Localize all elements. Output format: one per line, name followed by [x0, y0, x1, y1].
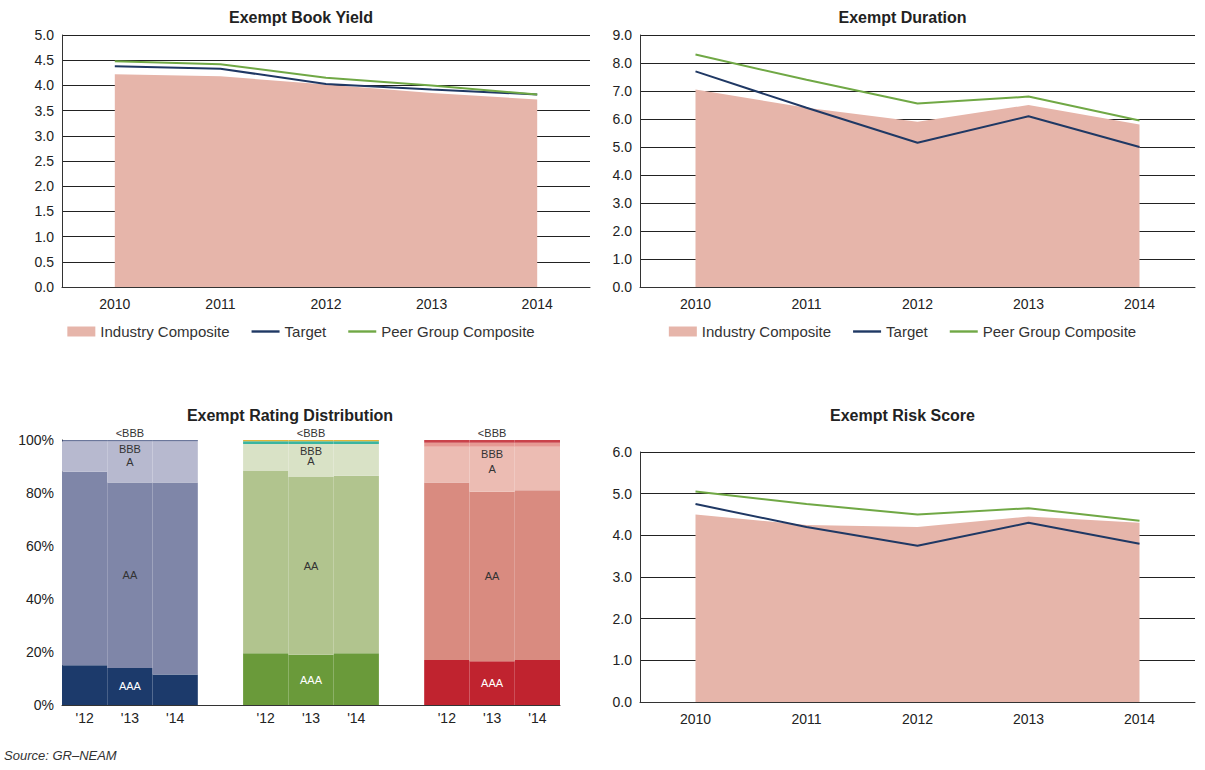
svg-text:2011: 2011	[205, 296, 235, 312]
svg-text:2.0: 2.0	[35, 178, 55, 194]
svg-text:<BBB: <BBB	[297, 427, 325, 439]
svg-text:2013: 2013	[1013, 711, 1044, 727]
svg-text:'12: '12	[257, 710, 275, 726]
svg-text:3.0: 3.0	[35, 128, 55, 144]
svg-text:9.0: 9.0	[613, 27, 633, 43]
svg-text:AA: AA	[123, 569, 138, 581]
svg-text:Exempt Rating Distribution: Exempt Rating Distribution	[187, 407, 393, 424]
svg-text:1.0: 1.0	[613, 251, 633, 267]
svg-text:2014: 2014	[522, 296, 553, 312]
svg-text:8.0: 8.0	[613, 55, 633, 71]
svg-text:BBB: BBB	[300, 445, 322, 457]
svg-text:AAA: AAA	[119, 680, 142, 692]
svg-text:'13: '13	[121, 710, 139, 726]
svg-text:40%: 40%	[26, 591, 54, 607]
svg-text:2014: 2014	[1124, 711, 1155, 727]
svg-text:2010: 2010	[99, 296, 130, 312]
svg-text:1.0: 1.0	[35, 229, 55, 245]
svg-text:0.5: 0.5	[35, 254, 55, 270]
svg-text:2014: 2014	[1124, 296, 1155, 312]
svg-text:A: A	[126, 456, 134, 468]
svg-text:Target: Target	[886, 323, 929, 340]
svg-text:5.0: 5.0	[613, 486, 633, 502]
svg-text:2.0: 2.0	[613, 223, 633, 239]
svg-text:60%: 60%	[26, 538, 54, 554]
svg-text:A: A	[488, 463, 496, 475]
svg-text:AA: AA	[485, 570, 500, 582]
svg-text:Peer Group Composite: Peer Group Composite	[983, 323, 1136, 340]
svg-text:'14: '14	[347, 710, 365, 726]
svg-text:5.0: 5.0	[613, 139, 633, 155]
svg-text:4.0: 4.0	[613, 167, 633, 183]
svg-text:0.0: 0.0	[613, 279, 633, 295]
svg-text:'13: '13	[302, 710, 320, 726]
svg-text:6.0: 6.0	[613, 111, 633, 127]
svg-text:4.0: 4.0	[613, 527, 633, 543]
svg-text:2010: 2010	[680, 711, 711, 727]
svg-text:'12: '12	[76, 710, 94, 726]
svg-text:2.0: 2.0	[613, 611, 633, 627]
svg-text:3.0: 3.0	[613, 195, 633, 211]
svg-text:'14: '14	[166, 710, 184, 726]
svg-text:0%: 0%	[34, 697, 54, 713]
svg-text:Exempt Risk Score: Exempt Risk Score	[830, 407, 975, 424]
svg-text:BBB: BBB	[119, 443, 141, 455]
svg-text:20%: 20%	[26, 644, 54, 660]
svg-text:100%: 100%	[18, 432, 54, 448]
svg-text:2011: 2011	[791, 296, 821, 312]
svg-text:'13: '13	[483, 710, 501, 726]
svg-text:3.0: 3.0	[613, 569, 633, 585]
svg-text:AAA: AAA	[300, 674, 323, 686]
svg-text:BBB: BBB	[481, 448, 503, 460]
svg-text:2011: 2011	[791, 711, 821, 727]
svg-text:3.5: 3.5	[35, 103, 55, 119]
svg-text:5.0: 5.0	[35, 27, 55, 43]
svg-text:A: A	[307, 454, 315, 467]
svg-text:0.0: 0.0	[613, 694, 633, 710]
svg-text:AA: AA	[304, 560, 319, 572]
svg-text:Industry Composite: Industry Composite	[100, 323, 229, 340]
svg-text:80%: 80%	[26, 485, 54, 501]
svg-text:2012: 2012	[902, 296, 933, 312]
svg-text:Target: Target	[285, 323, 328, 340]
svg-text:Industry Composite: Industry Composite	[702, 323, 831, 340]
svg-text:2012: 2012	[310, 296, 341, 312]
svg-text:Peer Group Composite: Peer Group Composite	[381, 323, 534, 340]
svg-text:6.0: 6.0	[613, 444, 633, 460]
svg-text:'12: '12	[438, 710, 456, 726]
svg-text:4.5: 4.5	[35, 52, 55, 68]
svg-text:2013: 2013	[1013, 296, 1044, 312]
svg-text:2.5: 2.5	[35, 153, 55, 169]
svg-text:Exempt Duration: Exempt Duration	[838, 9, 966, 26]
svg-text:<BBB: <BBB	[478, 427, 506, 439]
svg-text:1.5: 1.5	[35, 203, 55, 219]
svg-text:<BBB: <BBB	[116, 427, 144, 439]
svg-text:AAA: AAA	[481, 677, 504, 689]
svg-text:'14: '14	[528, 710, 546, 726]
svg-text:2013: 2013	[416, 296, 447, 312]
svg-text:2010: 2010	[680, 296, 711, 312]
svg-text:4.0: 4.0	[35, 77, 55, 93]
html-text:Source: GR–NEAM: Source: GR–NEAM	[4, 748, 117, 763]
svg-text:1.0: 1.0	[613, 652, 633, 668]
svg-text:7.0: 7.0	[613, 83, 633, 99]
svg-text:2012: 2012	[902, 711, 933, 727]
svg-text:Exempt Book Yield: Exempt Book Yield	[229, 9, 373, 26]
svg-text:0.0: 0.0	[35, 279, 55, 295]
